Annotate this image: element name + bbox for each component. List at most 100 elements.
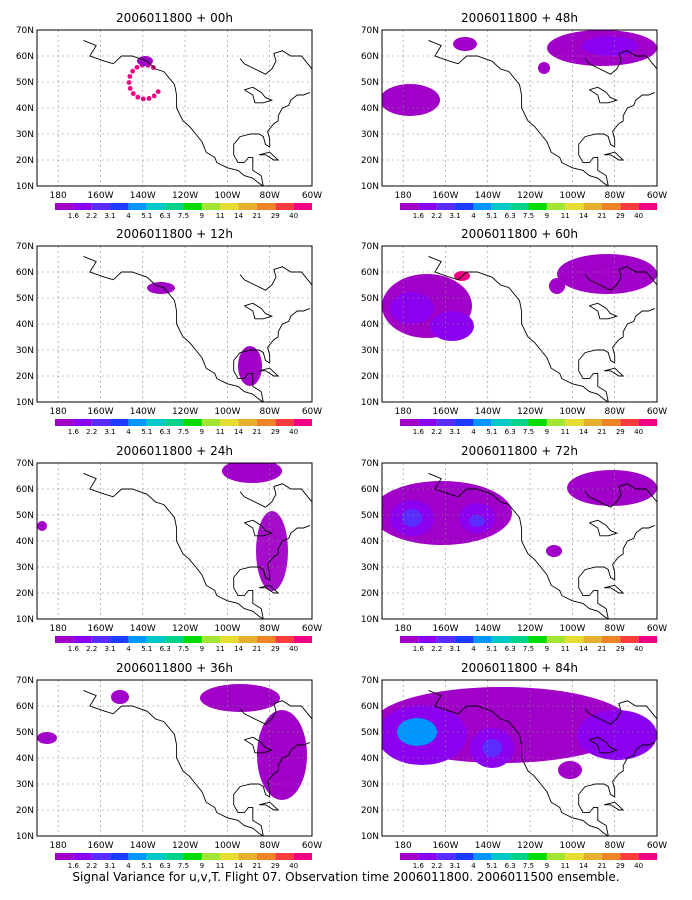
colorbar-label: 7.5 bbox=[523, 645, 534, 653]
colorbar-swatch bbox=[238, 636, 257, 643]
colorbar-swatch bbox=[620, 636, 639, 643]
lat-tick-label: 10N bbox=[361, 615, 379, 625]
lat-tick-label: 60N bbox=[361, 268, 379, 278]
lat-tick-label: 30N bbox=[16, 346, 34, 356]
colorbar-swatch bbox=[128, 636, 147, 643]
colorbar-label: 29 bbox=[616, 212, 625, 220]
panel-title: 2006011800 + 12h bbox=[116, 227, 233, 241]
colorbar-label: 7.5 bbox=[523, 212, 534, 220]
coastline bbox=[258, 584, 280, 594]
colorbar-swatch bbox=[201, 853, 221, 860]
colorbar-swatch bbox=[73, 203, 92, 210]
colorbar-label: 5.1 bbox=[141, 645, 152, 653]
lat-tick-label: 40N bbox=[361, 537, 379, 547]
variance-blob bbox=[538, 62, 550, 74]
colorbar-swatch bbox=[455, 636, 474, 643]
colorbar-label: 3.1 bbox=[450, 428, 461, 436]
colorbar-swatch bbox=[293, 853, 312, 860]
coastline bbox=[239, 266, 312, 291]
colorbar-swatch bbox=[91, 636, 111, 643]
lat-tick-label: 40N bbox=[16, 537, 34, 547]
colorbar-swatch bbox=[510, 419, 529, 426]
lat-tick-label: 50N bbox=[361, 294, 379, 304]
colorbar-swatch bbox=[565, 853, 584, 860]
colorbar-label: 4 bbox=[126, 212, 131, 220]
colorbar-swatch bbox=[55, 203, 74, 210]
colorbar-label: 1.6 bbox=[413, 862, 425, 870]
coastline bbox=[244, 736, 274, 754]
colorbar-swatch bbox=[91, 419, 111, 426]
lon-tick-label: 140W bbox=[130, 624, 156, 634]
colorbar-label: 6.3 bbox=[505, 862, 516, 870]
lon-tick-label: 60W bbox=[302, 624, 322, 634]
lon-tick-label: 140W bbox=[475, 841, 501, 851]
colorbar-label: 14 bbox=[234, 212, 243, 220]
colorbar-swatch bbox=[110, 419, 129, 426]
lat-tick-label: 30N bbox=[361, 130, 379, 140]
lon-tick-label: 160W bbox=[87, 407, 113, 417]
map-area bbox=[37, 680, 312, 836]
lon-tick-label: 100W bbox=[214, 191, 240, 201]
lon-tick-label: 160W bbox=[87, 841, 113, 851]
lat-tick-label: 50N bbox=[361, 78, 379, 88]
colorbar-label: 21 bbox=[252, 862, 261, 870]
lat-tick-label: 10N bbox=[361, 398, 379, 408]
colorbar-label: 9 bbox=[200, 212, 204, 220]
colorbar-label: 7.5 bbox=[178, 212, 189, 220]
lon-tick-label: 100W bbox=[559, 624, 585, 634]
colorbar-swatch bbox=[238, 419, 257, 426]
variance-blob bbox=[257, 710, 307, 800]
colorbar-label: 14 bbox=[579, 212, 588, 220]
colorbar-swatch bbox=[165, 636, 184, 643]
colorbar-swatch bbox=[183, 636, 202, 643]
colorbar-swatch bbox=[238, 853, 257, 860]
colorbar-swatch bbox=[73, 419, 92, 426]
colorbar-swatch bbox=[128, 853, 147, 860]
lat-tick-label: 30N bbox=[16, 563, 34, 573]
lat-tick-label: 70N bbox=[361, 26, 379, 36]
colorbar-swatch bbox=[256, 203, 276, 210]
coastline bbox=[589, 519, 619, 537]
variance-dot bbox=[130, 91, 136, 96]
variance-blob bbox=[453, 37, 477, 51]
variance-blob bbox=[482, 739, 502, 757]
lon-tick-label: 100W bbox=[559, 407, 585, 417]
lon-tick-label: 60W bbox=[302, 191, 322, 201]
lon-tick-label: 100W bbox=[214, 624, 240, 634]
variance-dot bbox=[140, 96, 146, 102]
colorbar-swatch bbox=[293, 419, 312, 426]
colorbar-swatch bbox=[110, 636, 129, 643]
colorbar-label: 2.2 bbox=[431, 212, 442, 220]
colorbar-label: 3.1 bbox=[450, 645, 461, 653]
lat-tick-label: 30N bbox=[361, 563, 379, 573]
colorbar-label: 9 bbox=[545, 862, 549, 870]
colorbar-swatch bbox=[455, 419, 474, 426]
colorbar-swatch bbox=[128, 203, 147, 210]
colorbar-swatch bbox=[275, 203, 294, 210]
colorbar-label: 6.3 bbox=[505, 212, 516, 220]
lon-tick-label: 140W bbox=[130, 191, 156, 201]
lon-tick-label: 120W bbox=[172, 407, 198, 417]
variance-blob bbox=[577, 710, 657, 760]
lon-tick-label: 180 bbox=[50, 841, 67, 851]
colorbar-swatch bbox=[436, 853, 456, 860]
coastline bbox=[258, 801, 280, 811]
variance-dot bbox=[146, 96, 152, 101]
lon-tick-label: 140W bbox=[130, 841, 156, 851]
lat-tick-label: 70N bbox=[16, 676, 34, 686]
coastline bbox=[428, 472, 609, 619]
colorbar-label: 7.5 bbox=[178, 645, 189, 653]
lat-tick-label: 40N bbox=[361, 104, 379, 114]
colorbar-label: 3.1 bbox=[450, 212, 461, 220]
variance-blob bbox=[147, 282, 175, 294]
coastline bbox=[239, 700, 312, 725]
variance-dot bbox=[134, 64, 140, 70]
variance-dot bbox=[155, 89, 161, 94]
colorbar-swatch bbox=[256, 636, 276, 643]
lat-tick-label: 20N bbox=[361, 156, 379, 166]
coastline bbox=[233, 741, 311, 836]
variance-blob bbox=[558, 761, 582, 779]
colorbar-label: 14 bbox=[234, 428, 243, 436]
variance-blob bbox=[469, 515, 485, 527]
lat-tick-label: 10N bbox=[16, 832, 34, 842]
